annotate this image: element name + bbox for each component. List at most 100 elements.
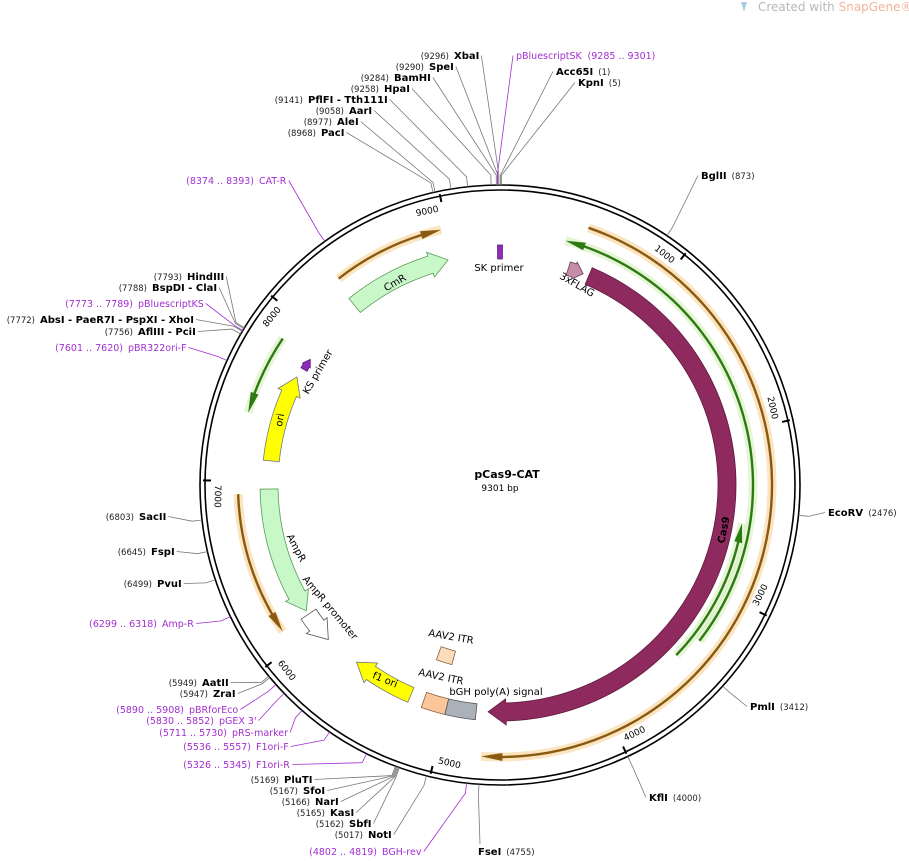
label-name: SacII: [139, 512, 166, 523]
feature-label: ori: [274, 413, 287, 428]
label-name: SbfI: [349, 819, 371, 830]
label-position: (5949): [169, 679, 197, 689]
feature-arrow: [420, 691, 450, 715]
watermark-prefix: Created with: [758, 0, 835, 14]
leader-line: [237, 677, 271, 694]
feature-arrow: [300, 608, 329, 641]
leader-line: [240, 684, 277, 710]
label-name: CAT-R: [259, 176, 287, 187]
watermark: Created with SnapGene®: [741, 0, 909, 14]
label-name: FspI: [151, 547, 175, 558]
feature-arrow: [487, 267, 737, 726]
label-name: BglII: [701, 171, 727, 182]
label-position: (5830 .. 5852): [146, 716, 214, 727]
leader-line: [290, 731, 330, 747]
label-position: (3412): [780, 703, 808, 713]
label-position: (873): [732, 172, 755, 182]
label-name: BGH-rev: [382, 847, 422, 858]
leader-line: [258, 693, 285, 721]
label-position: (8374 .. 8393): [186, 176, 254, 187]
label-name: pBRforEco: [189, 705, 238, 716]
label-position: (9290): [396, 63, 424, 73]
label-position: (5): [609, 79, 621, 89]
label-position: (6645): [118, 548, 146, 558]
label-name: AatII: [202, 678, 229, 689]
region-arc: [337, 229, 442, 280]
label-name: PflFI - Tth111I: [308, 95, 388, 106]
label-name: KflI: [649, 793, 668, 804]
label-position: (5890 .. 5908): [116, 705, 184, 716]
leader-line: [230, 675, 270, 684]
label-name: PacI: [321, 128, 344, 139]
tick: [438, 193, 443, 203]
leader-line: [195, 319, 243, 332]
label-position: (7756): [105, 328, 133, 338]
leader-line: [288, 180, 326, 242]
leader-line: [722, 685, 748, 707]
label-name: Amp-R: [162, 619, 194, 630]
tick: [759, 611, 768, 617]
label-position: (6499): [124, 580, 152, 590]
leader-line: [666, 175, 699, 236]
feature-arrow: [444, 698, 478, 721]
label-name: F1ori-R: [256, 760, 290, 771]
leader-line: [168, 516, 203, 522]
label-position: (5536 .. 5557): [183, 742, 251, 753]
label-position: (5166): [282, 798, 310, 808]
feature-arrow: [259, 488, 309, 612]
leader-line: [218, 287, 245, 330]
leader-line: [225, 276, 245, 329]
label-name: SfoI: [303, 786, 325, 797]
feature-label: SK primer: [474, 263, 524, 274]
tick: [781, 419, 791, 423]
watermark-icon: [741, 2, 747, 12]
label-name: HindIII: [187, 272, 224, 283]
tick-label: 2000: [764, 396, 779, 421]
label-position: (7601 .. 7620): [55, 343, 123, 354]
watermark-text: Created with SnapGene®: [758, 0, 909, 14]
features: [233, 223, 777, 762]
leader-line: [355, 767, 399, 813]
feature-arrow: [348, 251, 449, 314]
label-name: F1ori-F: [256, 742, 289, 753]
label-name: PvuI: [157, 579, 182, 590]
label-position: (4000): [673, 794, 701, 804]
tick-label: 8000: [261, 305, 283, 329]
label-name: HpaI: [384, 84, 410, 95]
map-name: pCas9-CAT: [474, 468, 540, 481]
region-arc: [565, 240, 755, 642]
leader-line: [389, 99, 468, 187]
feature-label: AAV2 ITR: [427, 628, 474, 647]
label-position: (7793): [154, 273, 182, 283]
leader-line: [373, 110, 452, 190]
label-position: (5947): [180, 690, 208, 700]
leader-line: [455, 66, 499, 186]
feature-label: Cas9: [716, 516, 732, 545]
label-name: EcoRV: [828, 508, 863, 519]
label-position: (5326 .. 5345): [183, 760, 251, 771]
label-position: (9284): [361, 74, 389, 84]
label-name: FseI: [478, 847, 501, 858]
label-name: pRS-marker: [232, 728, 288, 739]
backbone-inner: [204, 189, 796, 781]
label-name: pGEX 3': [219, 716, 257, 727]
leader-line: [205, 303, 244, 331]
label-name: AleI: [337, 117, 359, 128]
leader-line: [197, 328, 241, 335]
feature-arrow: [262, 376, 301, 463]
label-name: NarI: [315, 797, 339, 808]
label-name: Acc65I: [556, 67, 593, 78]
label-position: (9141): [275, 96, 303, 106]
label-position: (5167): [270, 787, 298, 797]
leader-line: [500, 71, 554, 186]
label-name: SpeI: [429, 62, 454, 73]
leader-line: [188, 347, 228, 361]
label-name: BamHI: [394, 73, 431, 84]
leader-line: [627, 756, 647, 798]
label-name: BspDI - ClaI: [152, 283, 217, 294]
leader-line: [176, 551, 208, 555]
label-position: (7788): [119, 284, 147, 294]
feature-arrow: [565, 260, 584, 280]
label-position: (5165): [297, 809, 325, 819]
